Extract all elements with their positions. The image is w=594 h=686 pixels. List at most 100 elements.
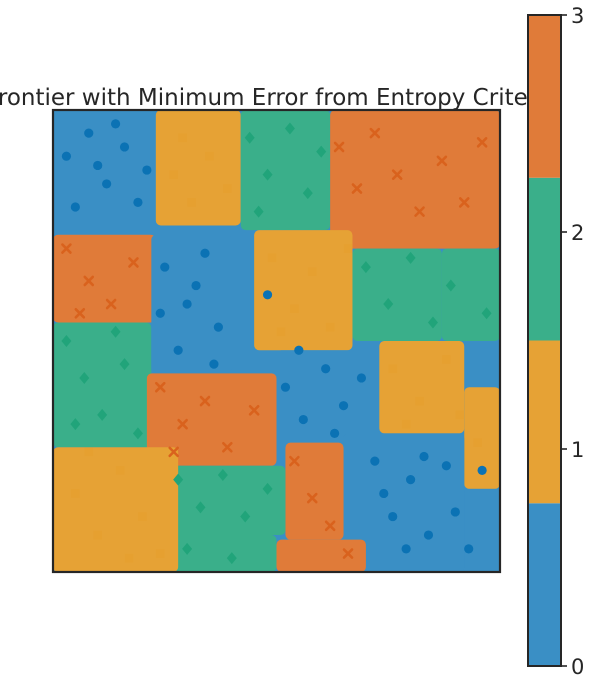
data-point-class-3 [391, 169, 403, 180]
decision-region [352, 248, 442, 341]
decision-region [53, 234, 156, 323]
data-point-class-3 [458, 197, 470, 208]
colorbar-tick-label: 1 [571, 438, 584, 462]
data-point-class-0 [330, 428, 340, 438]
data-point-class-0 [110, 119, 121, 129]
data-point-class-1 [267, 253, 277, 263]
data-point-class-0 [321, 364, 331, 374]
data-point-class-3 [74, 307, 86, 319]
data-point-class-0 [477, 465, 487, 475]
data-point-class-0 [142, 165, 152, 175]
data-point-class-0 [213, 322, 223, 332]
decision-region [276, 539, 366, 572]
data-point-class-1 [223, 184, 232, 193]
data-point-class-2 [316, 145, 327, 158]
decision-region [379, 341, 465, 434]
plot-area [51, 108, 502, 574]
data-point-class-2 [445, 279, 456, 292]
colorbar-segment [528, 503, 561, 666]
colorbar-ticks: 0 1 2 3 [561, 4, 584, 679]
plot-frame [51, 108, 502, 574]
data-point-class-1 [455, 410, 465, 420]
data-point-class-1 [84, 447, 94, 457]
data-point-class-2 [110, 325, 121, 338]
data-point-class-1 [325, 322, 335, 332]
data-point-class-2 [405, 251, 416, 264]
colorbar-frame [527, 14, 562, 667]
data-point-class-0 [133, 197, 143, 207]
data-point-class-0 [173, 345, 183, 355]
data-point-class-0 [388, 511, 398, 522]
data-point-class-2 [481, 307, 492, 320]
data-point-class-2 [244, 131, 255, 144]
data-point-class-2 [119, 358, 130, 371]
data-point-class-1 [276, 327, 286, 337]
data-point-class-3 [222, 441, 233, 453]
data-point-class-2 [262, 482, 273, 495]
data-point-class-0 [379, 488, 389, 499]
data-point-class-2 [360, 261, 371, 274]
decision-regions [53, 110, 500, 572]
data-point-class-0 [93, 160, 103, 171]
colorbar-tick-label: 0 [571, 655, 584, 679]
data-point-class-0 [155, 308, 165, 318]
data-point-class-0 [119, 142, 130, 152]
decision-region [464, 488, 500, 572]
decision-region [146, 373, 277, 466]
decision-region [285, 442, 344, 540]
colorbar-segment [528, 340, 561, 504]
data-point-class-0 [450, 507, 460, 517]
data-point-class-0 [61, 151, 72, 161]
data-point-class-3 [61, 243, 72, 254]
data-point-class-1 [343, 244, 353, 253]
decision-region [240, 110, 331, 231]
colorbar-segments [528, 15, 561, 666]
data-point-class-3 [476, 137, 488, 148]
data-points [61, 119, 492, 565]
data-point-class-0 [84, 128, 94, 138]
decision-region [53, 322, 152, 448]
data-point-class-1 [124, 553, 134, 563]
data-point-class-2 [182, 542, 193, 555]
data-point-class-0 [441, 461, 451, 471]
data-point-class-2 [302, 187, 313, 200]
decision-region [441, 248, 500, 341]
colorbar-segment [528, 177, 561, 341]
data-point-class-3 [369, 127, 381, 139]
decision-region [343, 433, 465, 572]
data-point-class-3 [199, 395, 211, 407]
data-point-class-0 [423, 530, 434, 540]
data-point-class-0 [182, 299, 192, 309]
data-point-class-1 [187, 198, 196, 207]
data-point-class-2 [132, 427, 143, 440]
data-point-class-0 [406, 475, 416, 485]
decision-region [254, 230, 353, 351]
data-point-class-2 [253, 205, 264, 218]
data-point-class-1 [178, 133, 187, 143]
data-point-class-1 [93, 530, 102, 540]
data-point-class-2 [284, 122, 295, 135]
data-point-class-1 [115, 466, 125, 475]
data-point-class-1 [138, 512, 147, 521]
data-point-class-3 [248, 405, 260, 416]
data-point-class-3 [289, 455, 300, 467]
data-point-class-3 [306, 492, 318, 504]
data-point-class-1 [155, 549, 165, 558]
data-point-class-1 [205, 151, 214, 161]
data-point-class-0 [464, 544, 474, 554]
data-point-class-0 [401, 544, 411, 554]
data-point-class-1 [290, 304, 299, 313]
data-point-class-0 [298, 414, 308, 425]
data-point-class-1 [307, 267, 317, 276]
data-point-class-2 [61, 335, 72, 347]
data-point-class-0 [191, 280, 201, 291]
colorbar: 0 1 2 3 [527, 4, 584, 679]
data-point-class-3 [351, 183, 363, 194]
data-point-class-0 [200, 248, 210, 258]
data-point-class-0 [70, 202, 80, 212]
data-point-class-3 [128, 257, 139, 268]
data-point-class-0 [160, 262, 170, 272]
decision-region [53, 447, 179, 572]
data-point-class-1 [473, 438, 482, 447]
